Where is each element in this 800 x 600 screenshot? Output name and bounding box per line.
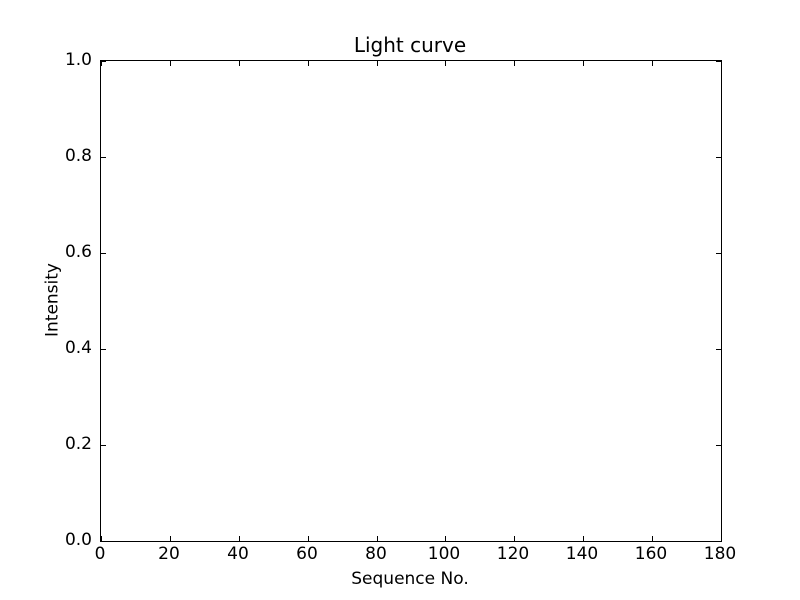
x-tick-mark — [583, 61, 584, 66]
x-tick-mark — [445, 61, 446, 66]
x-axis-label: Sequence No. — [351, 569, 469, 589]
y-tick-mark — [101, 349, 106, 350]
x-tick-mark — [652, 61, 653, 66]
x-tick-mark — [514, 536, 515, 541]
x-tick-mark — [721, 536, 722, 541]
y-tick-mark — [716, 157, 721, 158]
x-tick-mark — [170, 61, 171, 66]
x-tick-mark — [652, 536, 653, 541]
y-tick-label: 0.2 — [64, 434, 92, 454]
x-tick-mark — [170, 536, 171, 541]
x-tick-label: 80 — [365, 544, 387, 564]
x-tick-mark — [101, 61, 102, 66]
y-tick-mark — [101, 541, 106, 542]
y-tick-label: 0.0 — [64, 530, 92, 550]
x-tick-label: 180 — [703, 544, 737, 564]
y-tick-mark — [716, 445, 721, 446]
x-tick-mark — [308, 536, 309, 541]
x-tick-mark — [239, 61, 240, 66]
x-tick-label: 20 — [158, 544, 180, 564]
y-tick-mark — [101, 157, 106, 158]
y-tick-mark — [716, 541, 721, 542]
x-tick-label: 100 — [427, 544, 461, 564]
y-tick-mark — [716, 349, 721, 350]
x-tick-mark — [377, 536, 378, 541]
chart-title: Light curve — [353, 33, 467, 57]
x-tick-mark — [308, 61, 309, 66]
x-tick-mark — [721, 61, 722, 66]
y-tick-label: 0.8 — [64, 146, 92, 166]
x-tick-mark — [239, 536, 240, 541]
x-tick-mark — [583, 536, 584, 541]
x-tick-label: 140 — [565, 544, 599, 564]
y-tick-mark — [101, 61, 106, 62]
y-tick-mark — [716, 61, 721, 62]
plot-area — [100, 60, 722, 542]
y-axis-label: Intensity — [42, 263, 63, 337]
y-tick-labels: 0.0 0.2 0.4 0.6 0.8 1.0 — [0, 50, 92, 550]
x-tick-mark — [445, 536, 446, 541]
x-tick-mark — [377, 61, 378, 66]
x-tick-label: 160 — [634, 544, 668, 564]
x-tick-label: 0 — [94, 544, 106, 564]
x-tick-labels: 0 20 40 60 80 100 120 140 160 180 — [95, 544, 737, 564]
y-tick-label: 0.6 — [64, 242, 92, 262]
x-tick-mark — [514, 61, 515, 66]
y-tick-label: 0.4 — [64, 338, 92, 358]
y-tick-mark — [101, 445, 106, 446]
x-tick-label: 60 — [296, 544, 318, 564]
y-tick-label: 1.0 — [64, 50, 92, 70]
x-tick-mark — [101, 536, 102, 541]
y-tick-mark — [101, 253, 106, 254]
x-tick-label: 40 — [227, 544, 249, 564]
y-tick-mark — [716, 253, 721, 254]
x-tick-label: 120 — [496, 544, 530, 564]
